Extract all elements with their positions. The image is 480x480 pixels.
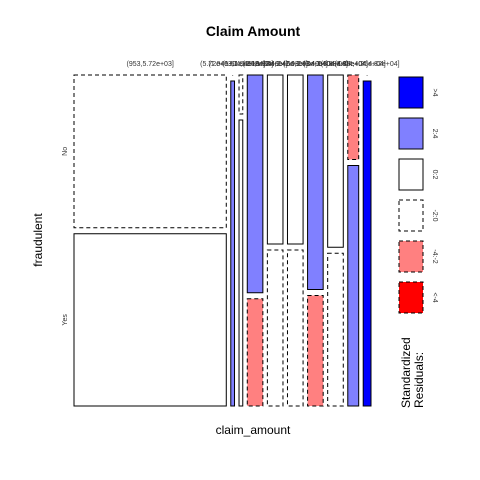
tile-yes-5 [286, 249, 304, 407]
x-tick-label-8: (3.88e+04,4.35e+04] [321, 61, 386, 68]
x-tick-label-3: (1.51e+04,1.98e+04] [223, 61, 288, 68]
tile-no-3 [246, 74, 264, 294]
x-tick-label-5: (2.46e+04,2.93e+04] [263, 61, 328, 68]
mosaic-tiles [73, 74, 372, 407]
legend: >4 2:4 0:2 -2:0 -4:-2 <-4 Standardized Residual… [398, 76, 438, 408]
legend-swatch-0 [398, 76, 424, 109]
tile-no-7 [327, 74, 344, 248]
tile-yes-3 [246, 298, 264, 407]
tile-no-8 [347, 74, 360, 160]
x-tick-label-1: (5.72e+03,1.04e+04] [200, 61, 265, 68]
tile-yes-1 [230, 80, 236, 407]
tile-yes-2 [238, 119, 244, 407]
legend-label-4: -4:-2 [431, 249, 438, 264]
legend-label-3: -2:0 [431, 209, 438, 221]
x-axis-label: claim_amount [216, 423, 291, 437]
tile-no-2 [238, 74, 244, 115]
y-tick-label-1: Yes [62, 314, 69, 326]
legend-swatch-2 [398, 158, 424, 191]
tile-no-6 [307, 74, 324, 290]
tile-no-4 [266, 74, 284, 245]
x-tick-label-9: (4.35e+04,4.82e+04] [335, 61, 400, 68]
tile-yes-7 [327, 252, 344, 407]
legend-label-0: >4 [431, 89, 438, 97]
legend-label-5: <-4 [431, 292, 438, 302]
x-tick-label-0: (953,5.72e+03] [126, 61, 173, 68]
tile-yes-9 [362, 80, 372, 407]
y-tick-labels: No Yes [62, 147, 69, 326]
x-tick-label-6: (2.93e+04,3.40e+04] [283, 61, 348, 68]
chart-title: Claim Amount [206, 23, 301, 39]
legend-swatch-5 [398, 281, 424, 314]
tile-yes-4 [266, 249, 284, 407]
legend-label-2: 0:2 [431, 170, 438, 180]
legend-title-line-0: Standardized [399, 337, 413, 408]
x-tick-labels: (953,5.72e+03] (5.72e+03,1.04e+04](1.04e+… [126, 61, 399, 68]
x-tick-label-4: (1.98e+04,2.46e+04] [243, 61, 308, 68]
tile-yes-6 [307, 295, 324, 407]
legend-title-line-1: Residuals: [412, 352, 426, 408]
y-tick-label-0: No [62, 147, 69, 156]
tile-yes-8 [347, 165, 360, 407]
tile-yes-0 [73, 233, 227, 407]
y-axis-label: fraudulent [31, 213, 45, 267]
legend-swatch-4 [398, 240, 424, 273]
x-tick-label-2: (1.04e+04,1.51e+04] [208, 61, 273, 68]
legend-swatch-3 [398, 199, 424, 232]
tile-no-5 [286, 74, 304, 245]
x-tick-label-7: (3.40e+04,3.88e+04] [303, 61, 368, 68]
tile-no-0 [73, 74, 227, 229]
legend-swatch-1 [398, 117, 424, 150]
legend-label-1: 2:4 [431, 129, 438, 139]
